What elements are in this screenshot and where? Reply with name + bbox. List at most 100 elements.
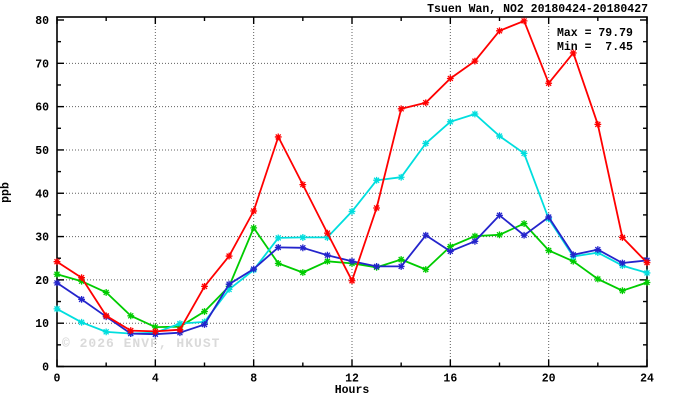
series-blue-marker	[545, 213, 553, 221]
series-cyan-marker	[324, 234, 331, 241]
series-red-marker	[53, 258, 61, 266]
series-cyan-marker	[643, 269, 651, 277]
series-red-marker	[176, 326, 184, 334]
series-blue-marker	[496, 211, 503, 219]
series-cyan-marker	[176, 320, 184, 328]
series-cyan-marker	[471, 110, 479, 118]
series-cyan-marker	[446, 118, 454, 126]
y-tick-label: 0	[42, 362, 49, 375]
series-red-marker	[250, 207, 258, 215]
series-green-marker	[496, 231, 503, 239]
series-red-marker	[569, 49, 577, 57]
series-cyan-marker	[53, 305, 61, 313]
watermark: © 2026 ENVF, HKUST	[62, 336, 221, 351]
series-green-marker	[201, 308, 208, 315]
series-red-marker	[545, 79, 553, 87]
y-tick-label: 20	[35, 275, 49, 288]
series-cyan-marker	[348, 208, 356, 215]
series-cyan-marker	[422, 140, 430, 147]
max-min-annotation: Max = 79.79 Min = 7.45	[557, 27, 633, 55]
y-tick-label: 40	[35, 188, 49, 201]
series-red-marker	[496, 27, 503, 35]
series-red-marker	[348, 277, 356, 285]
y-tick-label: 10	[35, 318, 49, 331]
series-blue-marker	[373, 263, 380, 270]
series-blue-marker	[569, 251, 577, 259]
series-cyan-marker	[496, 132, 503, 140]
series-green-marker	[471, 232, 479, 240]
series-red-marker	[151, 328, 159, 335]
series-blue-marker	[594, 246, 602, 253]
series-cyan-marker	[299, 234, 307, 241]
x-tick-label: 12	[345, 373, 359, 386]
series-red-marker	[225, 252, 233, 260]
series-blue-marker	[53, 279, 61, 287]
series-blue-marker	[324, 251, 331, 259]
y-tick-label: 30	[35, 232, 49, 245]
x-tick-label: 0	[54, 373, 61, 386]
y-tick-label: 80	[35, 15, 49, 28]
series-green-marker	[102, 289, 110, 296]
series-green-marker	[446, 243, 454, 250]
series-red-marker	[471, 57, 479, 65]
series-red-marker	[127, 327, 135, 334]
series-cyan-marker	[78, 318, 85, 326]
series-blue-marker	[471, 237, 479, 245]
series-red-marker	[201, 282, 208, 290]
series-red-marker	[446, 75, 454, 82]
series-blue-marker	[619, 259, 626, 267]
x-axis-label: Hours	[334, 384, 370, 397]
min-value-label: Min = 7.45	[557, 41, 633, 54]
series-red-marker	[373, 204, 380, 212]
series-blue-marker	[250, 265, 258, 273]
series-blue-marker	[274, 243, 282, 251]
series-green-marker	[545, 247, 553, 254]
series-green-marker	[422, 266, 430, 273]
max-value-label: Max = 79.79	[557, 27, 633, 40]
x-tick-label: 24	[640, 373, 654, 386]
series-cyan-marker	[102, 328, 110, 336]
series-blue-marker	[201, 321, 208, 328]
series-green-marker	[53, 270, 61, 278]
x-tick-label: 4	[152, 373, 159, 386]
series-green-marker	[151, 323, 159, 331]
series-red-marker	[619, 234, 626, 241]
series-red-marker	[422, 99, 430, 107]
series-cyan-marker	[274, 234, 282, 242]
chart-title: Tsuen Wan, NO2 20180424-20180427	[427, 3, 648, 16]
series-blue-marker	[78, 295, 85, 303]
x-tick-label: 20	[542, 373, 556, 386]
series-cyan-marker	[373, 176, 380, 184]
series-blue-marker	[422, 231, 430, 239]
series-blue-marker	[299, 244, 307, 252]
series-red-marker	[102, 312, 110, 320]
series-green-marker	[619, 287, 626, 295]
series-red-marker	[324, 229, 331, 237]
series-green-marker	[569, 257, 577, 265]
series-green-marker	[274, 260, 282, 267]
series-green-marker	[299, 269, 307, 276]
series-green-marker	[520, 220, 528, 227]
series-blue-marker	[446, 247, 454, 255]
series-cyan-marker	[225, 286, 233, 293]
series-red-marker	[643, 259, 651, 266]
series-cyan-marker	[520, 150, 528, 157]
series-green-marker	[78, 277, 85, 285]
series-blue-marker	[397, 263, 405, 270]
x-tick-label: 8	[250, 373, 257, 386]
y-tick-label: 50	[35, 145, 49, 158]
series-cyan-marker	[397, 173, 405, 181]
series-green-marker	[127, 312, 135, 320]
series-green-marker	[643, 279, 651, 286]
series-green-marker	[250, 224, 258, 232]
series-green-marker	[397, 256, 405, 263]
x-tick-label: 16	[443, 373, 457, 386]
series-red-marker	[78, 274, 85, 282]
series-red-marker	[299, 181, 307, 188]
y-tick-label: 60	[35, 102, 49, 115]
series-green-marker	[594, 275, 602, 283]
y-tick-label: 70	[35, 58, 49, 71]
series-blue-marker	[348, 257, 356, 265]
